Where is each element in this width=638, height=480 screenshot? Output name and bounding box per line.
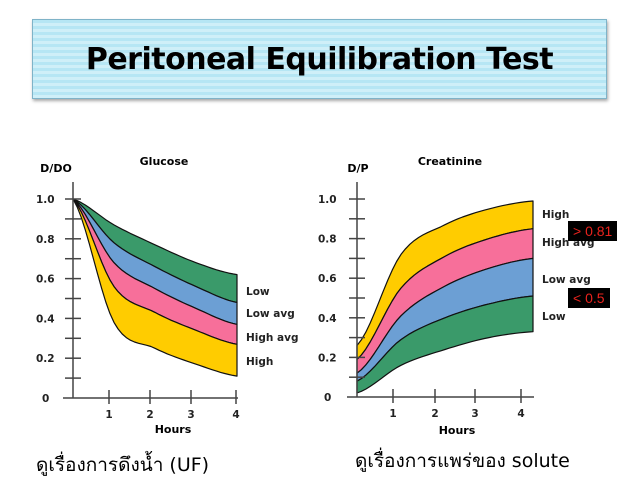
- page-title: Peritoneal Equilibration Test: [85, 41, 554, 77]
- y-tick-label: 0.4: [318, 313, 337, 325]
- high-threshold-badge: > 0.81: [568, 221, 618, 241]
- y-tick-label: 0.8: [318, 234, 337, 246]
- creatinine-chart-title: Creatinine: [418, 155, 482, 168]
- legend-label-high: High: [246, 356, 273, 368]
- y-tick-label: 0: [324, 392, 331, 404]
- legend-label-low: Low: [246, 286, 270, 298]
- creatinine-x-label: Hours: [439, 424, 476, 437]
- glucose-chart: 00.20.40.60.81.01 2 3 4 Glucose D/DO Hours …: [36, 155, 298, 436]
- low-threshold-badge: < 0.5: [568, 288, 610, 308]
- band-low: [356, 295, 534, 394]
- glucose-axes: 0 0.2 0.4 0.6 0.8 1.0 1 2 3 4: [36, 182, 240, 421]
- legend-label-high: High: [542, 209, 569, 221]
- y-tick-label: 1.0: [36, 194, 55, 206]
- creatinine-y-label: D/P: [347, 162, 368, 175]
- legend-label-low: Low: [542, 311, 566, 323]
- x-tick-label: 4: [232, 409, 239, 421]
- x-tick-label: 4: [517, 408, 524, 420]
- caption-ultrafiltration: ดูเรื่องการดึงน้ำ (UF): [36, 454, 210, 476]
- glucose-legend: Low Low avg High avg High: [246, 286, 298, 368]
- y-tick-label: 0.6: [36, 274, 55, 286]
- x-tick-label: 1: [105, 409, 112, 421]
- legend-label-high-avg: High avg: [246, 332, 298, 344]
- x-tick-label: 3: [471, 408, 478, 420]
- glucose-x-label: Hours: [155, 423, 192, 436]
- y-tick-label: 1.0: [318, 194, 337, 206]
- band-high: [72, 198, 238, 377]
- x-tick-label: 2: [431, 408, 438, 420]
- legend-label-low-avg: Low avg: [246, 308, 295, 320]
- creatinine-chart: 0 0.2 0.4 0.6 0.8 1.0 1 2 3 4 Creatinine D/P Hour…: [318, 155, 594, 437]
- x-tick-label: 3: [187, 409, 194, 421]
- glucose-chart-title: Glucose: [140, 155, 189, 168]
- y-tick-label: 0.4: [36, 313, 55, 325]
- title-banner: Peritoneal Equilibration Test: [32, 19, 607, 99]
- x-tick-label: 2: [146, 409, 153, 421]
- y-tick-label: 0.8: [36, 234, 55, 246]
- glucose-y-label: D/DO: [40, 162, 72, 175]
- legend-label-low-avg: Low avg: [542, 274, 591, 286]
- creatinine-bands: [356, 200, 534, 394]
- caption-solute-transport: ดูเรื่องการแพร่ของ solute: [355, 450, 570, 472]
- y-tick-label: 0.2: [36, 353, 55, 365]
- creatinine-axes: 0 0.2 0.4 0.6 0.8 1.0 1 2 3 4: [318, 182, 534, 420]
- y-tick-label: 0.2: [318, 352, 337, 364]
- y-tick-label: 0: [42, 393, 49, 405]
- y-tick-label: 0.6: [318, 273, 337, 285]
- glucose-bands: [72, 198, 238, 377]
- x-tick-label: 1: [389, 408, 396, 420]
